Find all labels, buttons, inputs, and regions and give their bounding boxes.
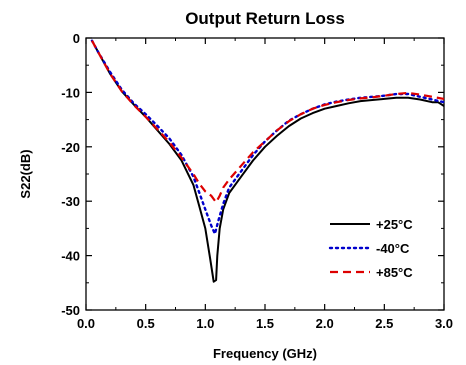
series-line-2	[91, 40, 445, 204]
series-lines	[90, 39, 446, 283]
x-tick-label: 1.0	[196, 316, 214, 331]
legend-label-2: +85°C	[376, 265, 413, 280]
x-tick-label: 1.5	[256, 316, 274, 331]
x-tick-label: 2.5	[375, 316, 393, 331]
y-tick-label: -40	[61, 249, 80, 264]
x-tick-label: 2.0	[316, 316, 334, 331]
x-tick-label: 0.0	[77, 316, 95, 331]
y-tick-label: -20	[61, 140, 80, 155]
legend-label-0: +25°C	[376, 217, 413, 232]
legend-label-1: -40°C	[376, 241, 410, 256]
tick-labels: 0.0 0.5 1.0 1.5 2.0 2.5 3.0 0 -10 -20 -30 -40 -50	[61, 31, 453, 331]
axis-ticks	[85, 37, 445, 311]
y-axis-label: S22(dB)	[18, 149, 33, 198]
series-line-0	[91, 40, 445, 283]
x-axis-label: Frequency (GHz)	[213, 346, 317, 361]
y-tick-label: 0	[73, 31, 80, 46]
x-tick-label: 3.0	[435, 316, 453, 331]
x-tick-label: 0.5	[137, 316, 155, 331]
legend: +25°C -40°C +85°C	[328, 217, 413, 280]
y-tick-label: -50	[61, 303, 80, 318]
y-tick-label: -10	[61, 85, 80, 100]
y-tick-label: -30	[61, 194, 80, 209]
chart-title: Output Return Loss	[185, 9, 345, 28]
